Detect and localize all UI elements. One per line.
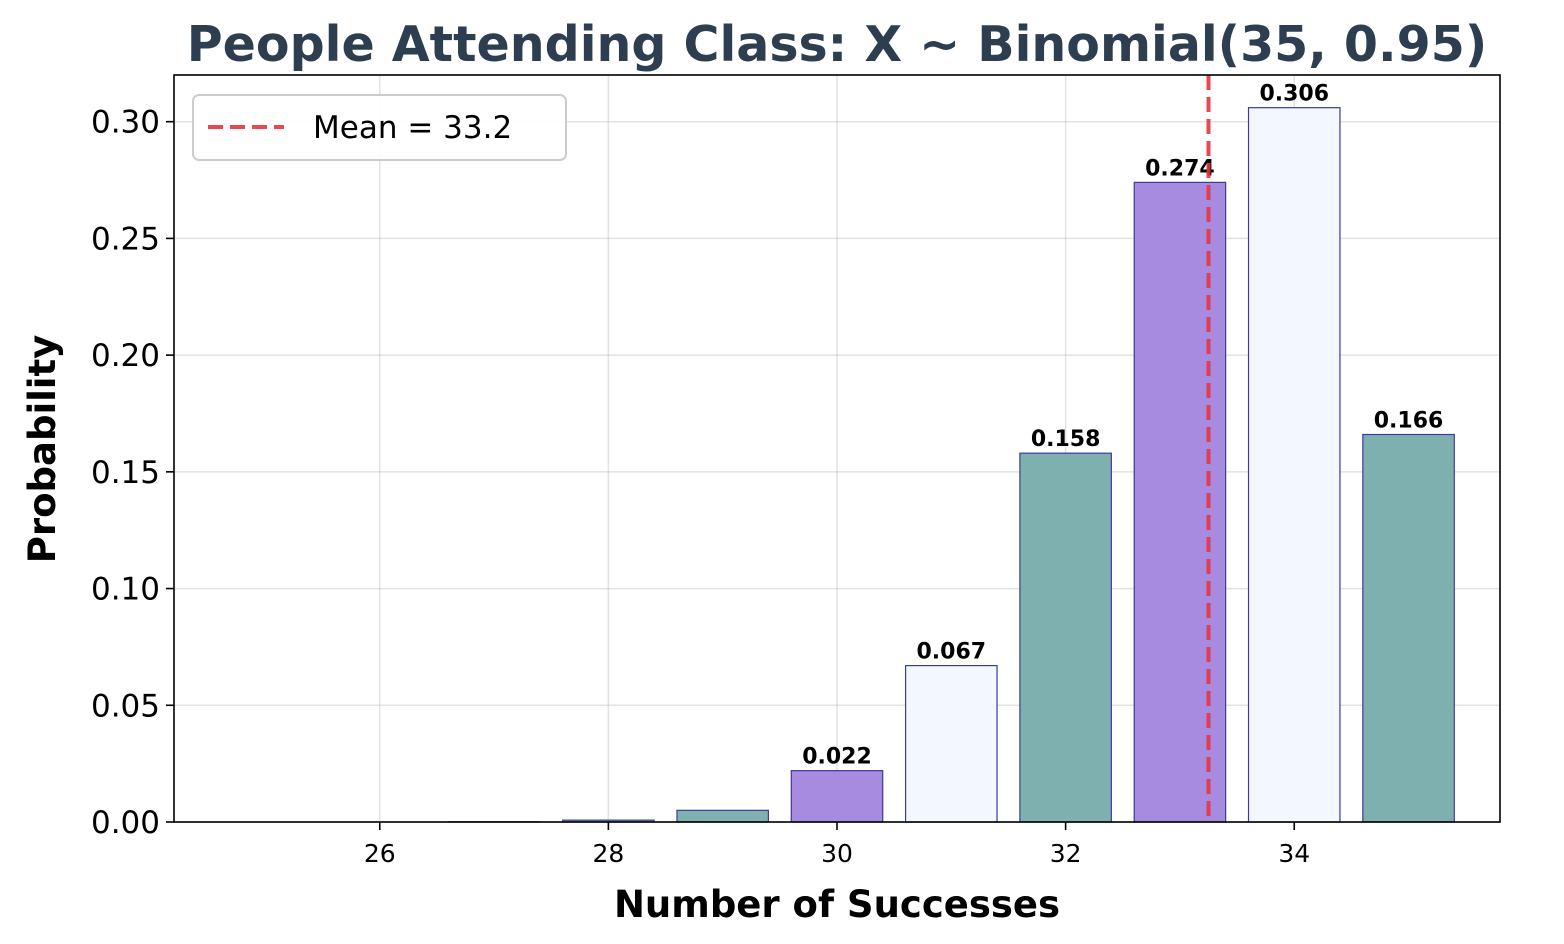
- y-tick-label: 0.20: [91, 338, 160, 374]
- y-tick-label: 0.10: [91, 572, 160, 608]
- legend-box: [192, 94, 567, 161]
- x-axis-ticks: 26 28 30 32 34: [364, 822, 1310, 868]
- y-tick-label: 0.05: [91, 688, 160, 724]
- bar-34: [1247, 107, 1341, 823]
- y-tick-label: 0.15: [91, 455, 160, 491]
- bar-29: [676, 809, 770, 823]
- data-label-32: 0.158: [1031, 427, 1101, 452]
- y-axis-ticks: 0.00 0.05 0.10 0.15 0.20 0.25 0.30: [91, 105, 174, 841]
- y-axis-label: Probability: [21, 335, 64, 564]
- bar-30: [790, 770, 884, 823]
- data-labels: 0.022 0.067 0.158 0.274 0.306 0.166: [802, 82, 1443, 770]
- x-tick-label: 34: [1278, 839, 1310, 868]
- x-tick-label: 30: [821, 839, 853, 868]
- x-tick-label: 28: [592, 839, 624, 868]
- legend: Mean = 33.2: [192, 94, 567, 161]
- y-tick-label: 0.30: [91, 105, 160, 141]
- chart-title: People Attending Class: X ~ Binomial(35,…: [187, 16, 1487, 73]
- y-tick-label: 0.25: [91, 221, 160, 257]
- data-label-30: 0.022: [802, 745, 872, 770]
- data-label-31: 0.067: [917, 640, 987, 665]
- bar-33: [1133, 181, 1227, 823]
- bar-32: [1019, 452, 1112, 823]
- data-label-33: 0.274: [1145, 156, 1215, 181]
- x-tick-label: 32: [1050, 839, 1082, 868]
- bars: [447, 107, 1455, 823]
- data-label-35: 0.166: [1374, 408, 1444, 433]
- y-tick-label: 0.00: [91, 805, 160, 841]
- data-label-34: 0.306: [1259, 82, 1329, 107]
- x-axis-label: Number of Successes: [614, 883, 1060, 926]
- bar-31: [904, 664, 998, 823]
- x-tick-label: 26: [364, 839, 396, 868]
- bar-35: [1362, 433, 1455, 823]
- legend-mean-label: Mean = 33.2: [313, 110, 512, 146]
